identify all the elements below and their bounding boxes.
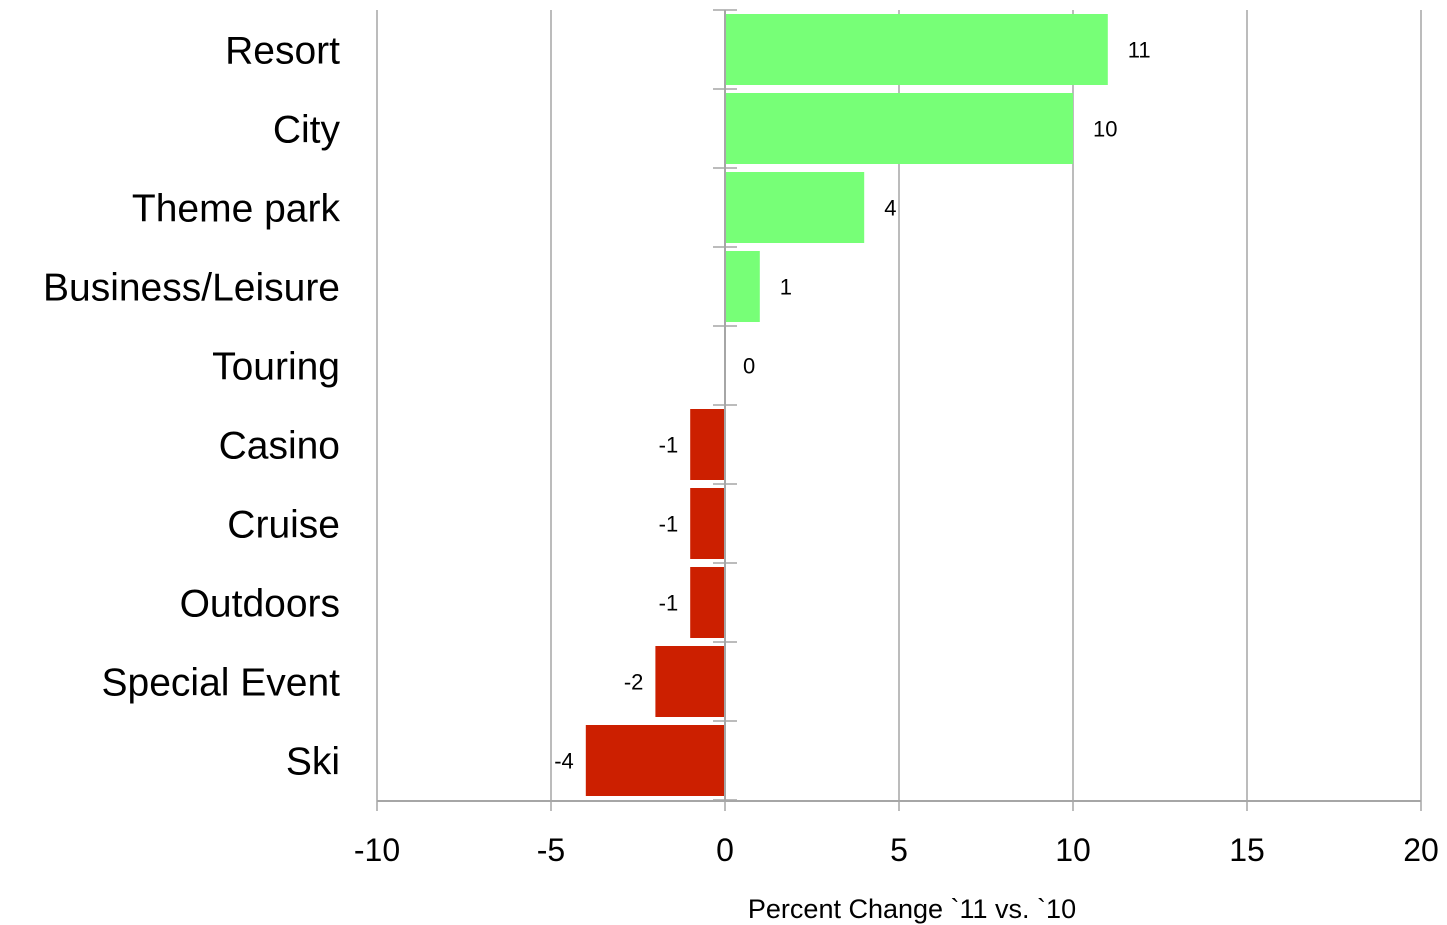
category-label-1: City: [273, 109, 341, 152]
data-label-1: 10: [1093, 117, 1117, 142]
category-label-4: Touring: [212, 346, 340, 389]
bar-business-leisure: [725, 251, 760, 322]
data-label-3: 1: [780, 275, 792, 300]
category-label-2: Theme park: [132, 188, 341, 231]
bar-resort: [725, 14, 1108, 85]
bar-city: [725, 93, 1073, 164]
x-tick-label-2: 0: [716, 832, 734, 868]
x-tick-label-4: 10: [1055, 832, 1091, 868]
category-label-3: Business/Leisure: [43, 267, 340, 310]
bar-cruise: [690, 488, 725, 559]
data-label-5: -1: [659, 433, 679, 458]
data-label-4: 0: [743, 354, 755, 379]
x-axis-title: Percent Change `11 vs. `10: [748, 894, 1076, 924]
bar-ski: [585, 725, 725, 796]
axes: [376, 9, 1422, 811]
bars: [585, 14, 1108, 796]
category-label-9: Ski: [286, 741, 340, 784]
data-label-0: 11: [1128, 38, 1151, 63]
data-label-9: -4: [554, 749, 574, 774]
x-tick-label-5: 15: [1229, 832, 1265, 868]
data-label-7: -1: [659, 591, 679, 616]
category-labels: Resort City Theme park Business/Leisure Tour…: [43, 30, 340, 784]
bar-theme-park: [725, 172, 865, 243]
category-label-8: Special Event: [102, 662, 341, 705]
data-label-6: -1: [659, 512, 679, 537]
category-label-7: Outdoors: [180, 583, 340, 626]
bar-outdoors: [690, 567, 725, 638]
data-label-2: 4: [884, 196, 896, 221]
category-label-6: Cruise: [227, 504, 340, 547]
x-tick-label-3: 5: [890, 832, 908, 868]
x-tick-label-1: -5: [537, 832, 565, 868]
data-label-8: -2: [624, 670, 644, 695]
category-label-5: Casino: [219, 425, 340, 468]
category-label-0: Resort: [225, 30, 340, 73]
x-tick-label-6: 20: [1403, 832, 1439, 868]
x-tick-labels: -10 -5 0 5 10 15 20: [354, 832, 1439, 868]
bar-casino: [690, 409, 725, 480]
bar-special-event: [655, 646, 725, 717]
x-tick-label-0: -10: [354, 832, 400, 868]
